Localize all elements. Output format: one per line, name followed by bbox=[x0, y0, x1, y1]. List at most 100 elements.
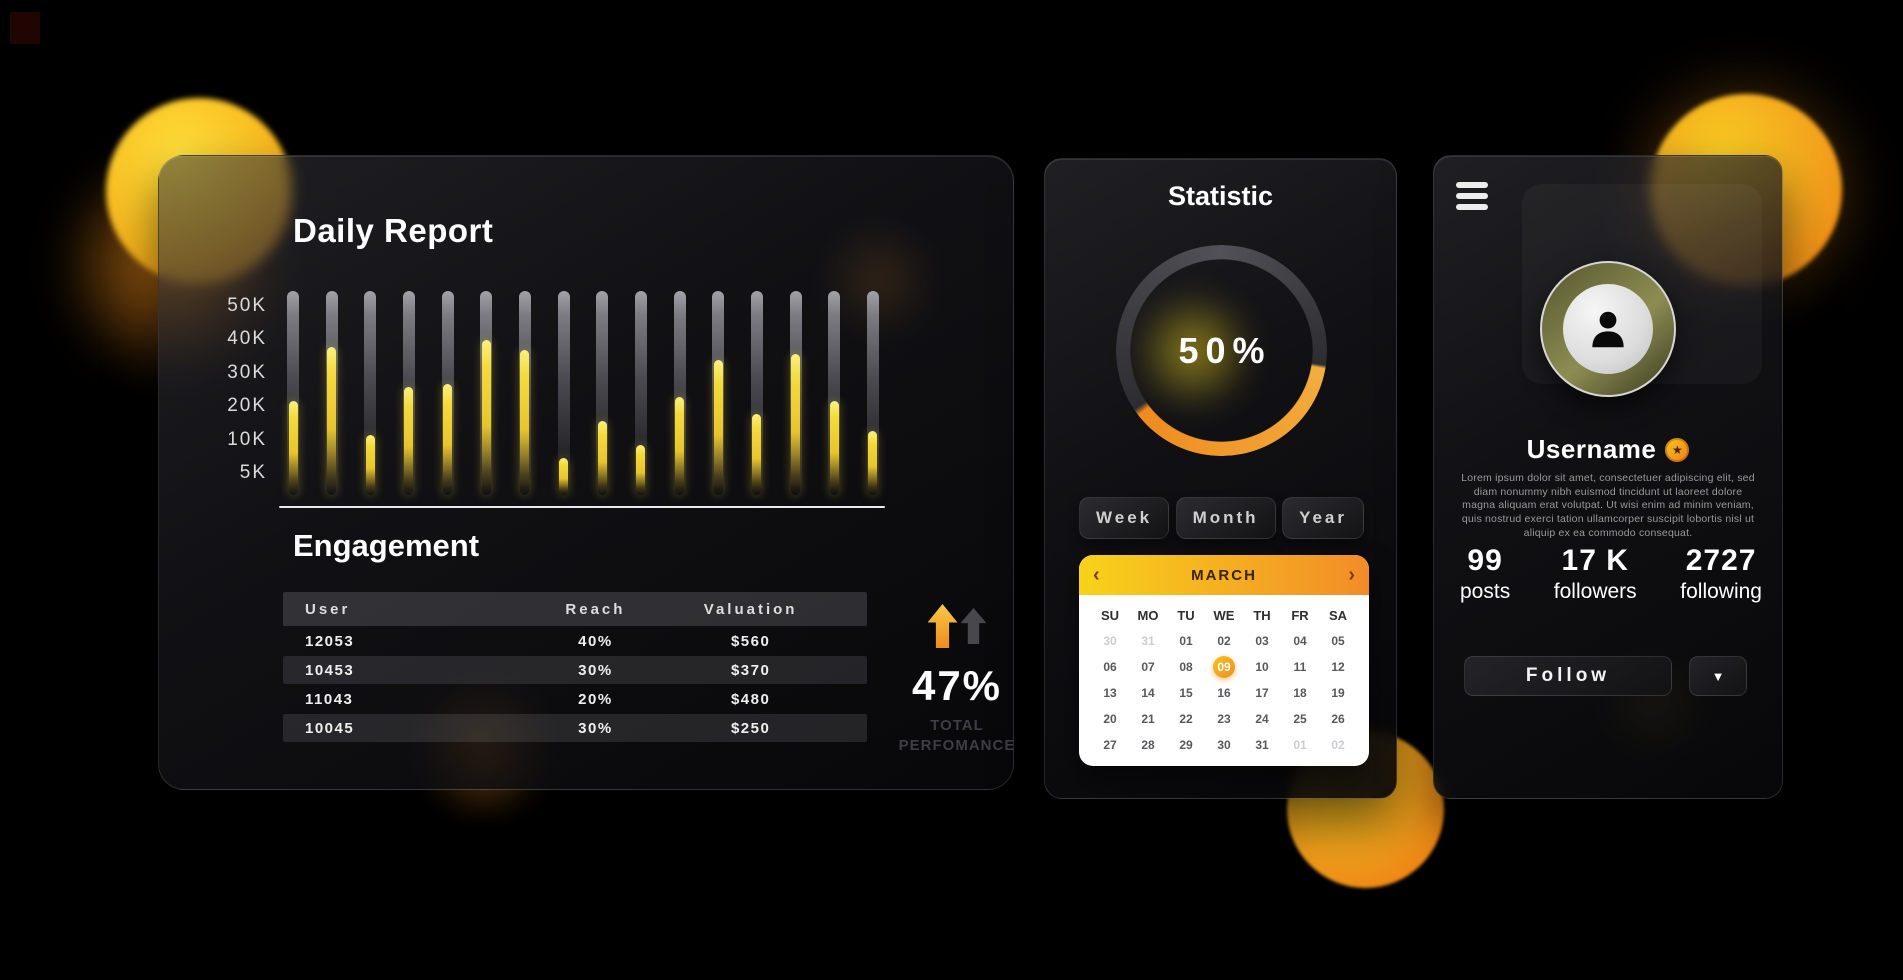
y-axis-tick: 30K bbox=[227, 361, 267, 383]
calendar-date[interactable]: 01 bbox=[1179, 633, 1193, 648]
statistic-title: Statistic bbox=[1167, 181, 1274, 211]
stat-posts: 99 posts bbox=[1460, 544, 1510, 604]
avatar bbox=[1540, 261, 1676, 397]
chart-bar-track bbox=[480, 291, 493, 495]
table-cell: $370 bbox=[730, 661, 771, 679]
y-axis-tick: 40K bbox=[227, 328, 267, 350]
chart-bar-track bbox=[789, 291, 802, 495]
chart-bar-fill bbox=[675, 397, 685, 495]
table-cell: $480 bbox=[730, 690, 771, 708]
calendar-date[interactable]: 14 bbox=[1141, 685, 1155, 700]
performance-label-line1: TOTAL bbox=[930, 717, 984, 734]
calendar-date[interactable]: 08 bbox=[1179, 659, 1193, 674]
table-cell: 30% bbox=[578, 719, 613, 737]
section-divider bbox=[279, 506, 885, 508]
chart-bar-track bbox=[287, 291, 299, 495]
table-header-row: User Reach Valuation bbox=[283, 592, 867, 626]
calendar-date[interactable]: 28 bbox=[1141, 737, 1155, 752]
calendar-date[interactable]: 30 bbox=[1103, 633, 1117, 648]
calendar-date[interactable]: 27 bbox=[1103, 737, 1117, 752]
calendar-month-label: MARCH bbox=[1191, 566, 1257, 584]
total-performance-block: 47% TOTAL PERFOMANCE bbox=[889, 604, 1025, 755]
calendar-date[interactable]: 02 bbox=[1217, 633, 1231, 648]
chart-bar-track bbox=[866, 291, 879, 495]
calendar-date[interactable]: 05 bbox=[1331, 633, 1345, 648]
calendar-date[interactable]: 06 bbox=[1103, 659, 1117, 674]
table-header-cell: Reach bbox=[565, 600, 626, 618]
menu-icon[interactable] bbox=[1456, 182, 1488, 215]
calendar-date[interactable]: 10 bbox=[1255, 659, 1269, 674]
calendar-day-name: TH bbox=[1253, 608, 1271, 623]
chart-bar-track bbox=[518, 291, 531, 495]
range-button-week[interactable]: Week bbox=[1079, 497, 1170, 539]
calendar-date[interactable]: 24 bbox=[1255, 711, 1269, 726]
table-cell: 10045 bbox=[305, 719, 355, 737]
statistic-panel: Statistic 50% Week Month Year ‹ MARCH › SU… bbox=[1044, 158, 1397, 799]
calendar-date[interactable]: 11 bbox=[1293, 659, 1307, 674]
calendar-date[interactable]: 31 bbox=[1255, 737, 1269, 752]
chart-bar-fill bbox=[597, 421, 607, 495]
calendar-date[interactable]: 26 bbox=[1331, 711, 1345, 726]
table-cell: 12053 bbox=[305, 632, 355, 650]
calendar-date[interactable]: 23 bbox=[1217, 711, 1231, 726]
engagement-title: Engagement bbox=[293, 528, 480, 563]
calendar-day-name: FR bbox=[1291, 608, 1309, 623]
calendar-date[interactable]: 20 bbox=[1103, 711, 1117, 726]
calendar-date[interactable]: 31 bbox=[1141, 633, 1155, 648]
chart-bar-track bbox=[828, 291, 841, 495]
performance-label-line2: PERFOMANCE bbox=[898, 736, 1016, 754]
calendar-date[interactable]: 04 bbox=[1293, 633, 1307, 648]
avatar-inner-circle bbox=[1563, 284, 1653, 374]
calendar-date[interactable]: 17 bbox=[1255, 685, 1269, 700]
calendar-date[interactable]: 16 bbox=[1217, 685, 1231, 700]
calendar-date[interactable]: 21 bbox=[1141, 711, 1155, 726]
stat-value: 99 bbox=[1467, 544, 1503, 577]
chart-bar-track bbox=[364, 291, 377, 495]
chart-bar-fill bbox=[288, 400, 298, 495]
calendar-date[interactable]: 03 bbox=[1255, 633, 1269, 648]
range-button-year[interactable]: Year bbox=[1282, 497, 1364, 539]
chart-y-axis: 50K 40K 30K 20K 10K 5K bbox=[209, 296, 267, 483]
stat-label: following bbox=[1680, 580, 1762, 603]
calendar-date[interactable]: 18 bbox=[1293, 685, 1307, 700]
chart-bar-fill bbox=[636, 444, 646, 495]
table-row: 10453 30% $370 bbox=[283, 656, 867, 684]
calendar-date[interactable]: 01 bbox=[1293, 737, 1307, 752]
chart-bar-track bbox=[325, 291, 338, 495]
calendar-date[interactable]: 02 bbox=[1331, 737, 1345, 752]
range-button-month[interactable]: Month bbox=[1175, 497, 1276, 539]
calendar-date[interactable]: 12 bbox=[1331, 659, 1345, 674]
table-cell: $250 bbox=[730, 719, 771, 737]
calendar-date[interactable]: 22 bbox=[1179, 711, 1193, 726]
calendar-date[interactable]: 29 bbox=[1179, 737, 1193, 752]
calendar-next-icon[interactable]: › bbox=[1348, 564, 1355, 586]
calendar-day-name: MO bbox=[1137, 608, 1159, 623]
follow-button[interactable]: Follow bbox=[1464, 656, 1672, 696]
person-icon bbox=[1592, 311, 1624, 348]
table-cell: 10453 bbox=[305, 661, 355, 679]
calendar: ‹ MARCH › SU MO TU WE TH FR SA 30 31 01 02 03 04 05 0… bbox=[1079, 555, 1369, 766]
profile-stats: 99 posts 17 K followers 2727 following bbox=[1460, 544, 1762, 604]
daily-report-title: Daily Report bbox=[293, 212, 494, 249]
chart-bar-fill bbox=[559, 458, 569, 495]
performance-label: TOTAL PERFOMANCE bbox=[889, 716, 1025, 755]
calendar-date[interactable]: 25 bbox=[1293, 711, 1307, 726]
calendar-date[interactable]: 15 bbox=[1179, 685, 1193, 700]
chart-bar-fill bbox=[365, 434, 375, 495]
calendar-prev-icon[interactable]: ‹ bbox=[1093, 564, 1100, 586]
follow-dropdown-button[interactable]: ▼ bbox=[1689, 656, 1747, 696]
up-arrow-gray-icon bbox=[960, 608, 987, 644]
calendar-date[interactable]: 09 bbox=[1205, 654, 1243, 679]
chart-bar-fill bbox=[327, 346, 337, 495]
chart-bar-fill bbox=[404, 387, 414, 495]
engagement-table: User Reach Valuation 12053 40% $560 10453 30% $3… bbox=[283, 592, 867, 742]
calendar-date[interactable]: 07 bbox=[1141, 659, 1155, 674]
calendar-date[interactable]: 19 bbox=[1331, 685, 1345, 700]
calendar-date[interactable]: 13 bbox=[1103, 685, 1117, 700]
table-cell: $560 bbox=[730, 632, 771, 650]
chart-bar-fill bbox=[481, 340, 491, 495]
username: Username bbox=[1526, 434, 1657, 464]
calendar-date[interactable]: 30 bbox=[1217, 737, 1231, 752]
chart-bar-track bbox=[712, 291, 725, 495]
